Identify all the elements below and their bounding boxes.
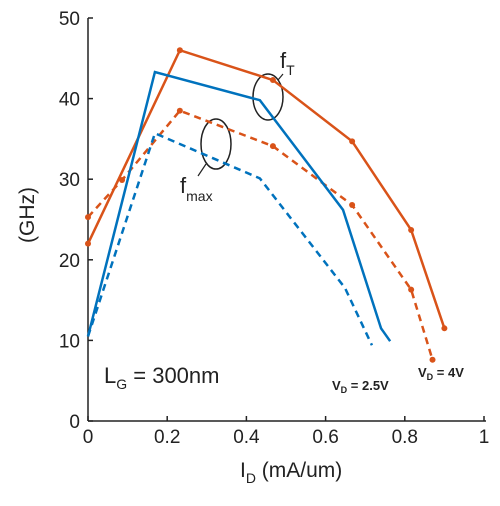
y-tick-label: 20 xyxy=(59,251,80,272)
vd-orange-sub: D xyxy=(427,372,434,382)
series-marker xyxy=(85,214,91,221)
series-marker xyxy=(349,201,356,208)
lg-sub: G xyxy=(116,376,127,392)
fmax-sub: max xyxy=(186,188,212,204)
series-marker xyxy=(176,107,183,114)
series-line xyxy=(86,70,392,342)
series-marker xyxy=(85,240,91,247)
vd-orange-label: VD = 4V xyxy=(418,365,464,382)
series-marker xyxy=(408,226,415,233)
vd-blue-label: VD = 2.5V xyxy=(332,378,389,395)
x-tick-label: 0.4 xyxy=(233,427,260,448)
series-marker xyxy=(349,138,356,145)
lg-rest: = 300nm xyxy=(127,363,219,388)
lg-label: LG = 300nm xyxy=(104,363,219,392)
y-tick-label: 50 xyxy=(59,9,80,30)
y-tick-label: 30 xyxy=(59,170,80,191)
series-line xyxy=(86,131,374,346)
y-tick-label: 0 xyxy=(69,412,80,433)
x-label: ID (mA/um) xyxy=(240,459,342,486)
y-tick-label: 40 xyxy=(59,90,80,111)
x-tick-label: 0 xyxy=(83,427,94,448)
series-marker xyxy=(429,356,436,363)
series-line xyxy=(87,109,434,361)
series-marker xyxy=(119,177,126,184)
x-tick-label: 0.2 xyxy=(154,427,180,448)
ft-ellipse xyxy=(252,73,284,121)
x-label-sub: D xyxy=(246,470,256,486)
series-marker xyxy=(176,47,183,54)
x-tick-label: 0.6 xyxy=(312,427,338,448)
ft-sub: T xyxy=(286,62,295,78)
ft-label: fT xyxy=(280,48,295,78)
series-marker xyxy=(441,325,448,332)
vd-blue-main: V xyxy=(332,378,341,393)
series-marker xyxy=(269,143,276,150)
ft-main: f xyxy=(280,48,287,73)
fmax-main: f xyxy=(180,173,187,198)
ft-leader xyxy=(277,73,284,81)
x-tick-label: 0.8 xyxy=(392,427,418,448)
series-marker xyxy=(408,286,415,293)
y-label: (GHz) xyxy=(16,187,39,243)
vd-blue-rest: = 2.5V xyxy=(347,378,389,393)
lg-main: L xyxy=(104,363,116,388)
fmax-ellipse xyxy=(200,118,232,170)
fmax-label: fmax xyxy=(180,173,213,204)
series-marker xyxy=(269,77,276,84)
x-tick-label: 1 xyxy=(479,427,490,448)
x-label-main: I xyxy=(240,459,246,482)
fmax-leader xyxy=(197,163,207,177)
series-line xyxy=(86,48,446,329)
x-label-rest: (mA/um) xyxy=(256,459,342,482)
y-tick-label: 10 xyxy=(59,331,80,352)
vd-blue-sub: D xyxy=(341,385,348,395)
vd-orange-main: V xyxy=(418,365,427,380)
vd-orange-rest: = 4V xyxy=(433,365,464,380)
